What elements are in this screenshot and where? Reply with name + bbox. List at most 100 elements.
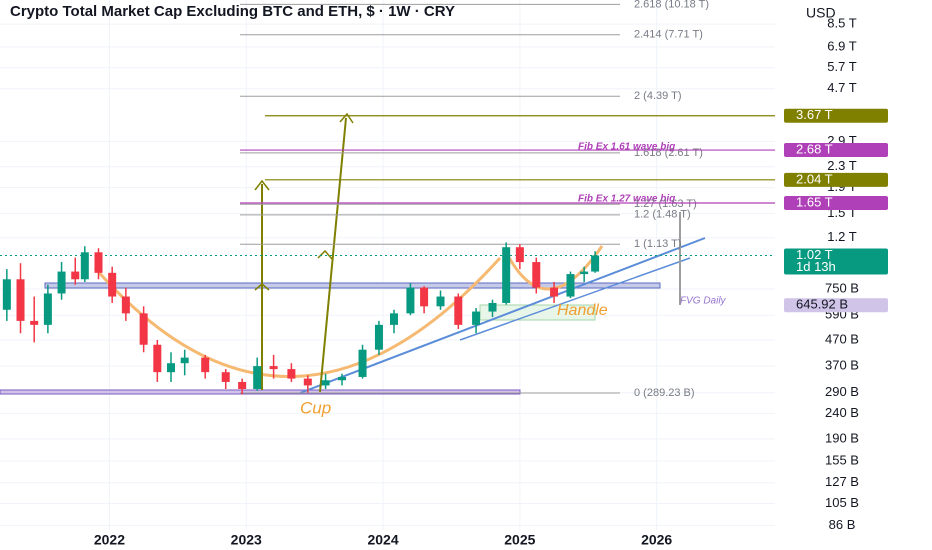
y-tick-label: 127 B (825, 474, 859, 489)
y-tick-label: 6.9 T (827, 38, 856, 53)
candle-body (2, 279, 11, 310)
fib-note: Fib Ex 1.61 wave big (578, 142, 675, 153)
candle-body (43, 293, 52, 325)
fib-label: 2.414 (7.71 T) (634, 29, 703, 41)
drawings: Cup Handle FVG Daily Fib Ex 1.61 wave bi… (0, 0, 775, 417)
fib-label: 1.618 (2.61 T) (634, 147, 703, 159)
price-marker (784, 108, 888, 123)
fvg-label: FVG Daily (680, 296, 727, 307)
base-zone (0, 389, 521, 395)
candle-body (389, 313, 398, 325)
fib-label: 2 (4.39 T) (634, 90, 682, 102)
price-marker (784, 143, 888, 158)
y-tick-label: 4.7 T (827, 80, 856, 95)
price-marker-label: 1.65 T (796, 194, 833, 209)
candle-body (121, 296, 130, 314)
candle-body (454, 296, 463, 325)
candle-body (108, 272, 117, 297)
fib-label: 0 (289.23 B) (634, 387, 695, 399)
price-marker (784, 248, 888, 275)
axis: 8.5 T6.9 T5.7 T4.7 T2.9 T2.3 T1.9 T1.5 T… (94, 16, 888, 548)
candle-body (550, 287, 559, 297)
candle-body (221, 372, 230, 382)
candle-body (436, 296, 445, 307)
candle-body (420, 287, 429, 307)
candle-body (16, 279, 25, 321)
candle-body (180, 357, 189, 364)
candle-body (80, 252, 89, 280)
candle-body (338, 376, 347, 381)
price-marker (784, 172, 888, 187)
candle-body (566, 274, 575, 297)
candle-body (201, 357, 210, 373)
x-tick-label: 2026 (641, 532, 672, 548)
candle-body (253, 366, 262, 389)
candle-body (580, 271, 589, 275)
candle-body (94, 252, 103, 273)
price-marker-label: 1.02 T (796, 247, 833, 262)
candle-body (515, 247, 524, 263)
price-marker-label: 2.68 T (796, 141, 833, 156)
candle-body (374, 324, 383, 350)
y-tick-label: 240 B (825, 405, 859, 420)
support-zone (44, 282, 661, 289)
price-marker-label: 3.67 T (796, 107, 833, 122)
fib-label: 1 (1.13 T) (634, 238, 682, 250)
candles (2, 242, 600, 395)
candle-body (488, 302, 497, 312)
candle-body (406, 287, 415, 314)
cup-label: Cup (300, 398, 331, 417)
candle-body (153, 344, 162, 373)
y-tick-label: 290 B (825, 384, 859, 399)
candle-body (591, 255, 600, 272)
candle-body (502, 247, 511, 303)
y-tick-label: 8.5 T (827, 16, 856, 31)
fib-note: Fib Ex 1.27 wave big (578, 194, 675, 205)
price-marker (784, 195, 888, 210)
y-tick-label: 2.3 T (827, 158, 856, 173)
y-tick-label: 1.2 T (827, 229, 856, 244)
candle-body (321, 380, 330, 386)
x-tick-label: 2025 (504, 532, 535, 548)
x-tick-label: 2023 (231, 532, 262, 548)
candle-body (238, 381, 247, 389)
y-tick-label: 470 B (825, 331, 859, 346)
y-tick-label: 370 B (825, 358, 859, 373)
candle-body (71, 271, 80, 280)
arrowhead (254, 179, 270, 191)
fib-label: 1.2 (1.48 T) (634, 209, 691, 221)
handle-curve (503, 245, 604, 291)
handle-label: Handle (557, 302, 608, 319)
chart-title: Crypto Total Market Cap Excluding BTC an… (10, 3, 455, 20)
candle-body (472, 311, 481, 325)
y-tick-label: 5.7 T (827, 59, 856, 74)
arrowhead (254, 283, 270, 291)
y-tick-label: 155 B (825, 452, 859, 467)
price-marker-label: 645.92 B (796, 297, 848, 312)
fib-label: 1.27 (1.63 T) (634, 198, 697, 210)
price-marker-label: 2.04 T (796, 171, 833, 186)
y-tick-label: 750 B (825, 280, 859, 295)
candle-body (303, 378, 312, 386)
x-tick-label: 2024 (367, 532, 398, 548)
candle-body (30, 320, 39, 325)
price-marker (784, 298, 888, 313)
candle-body (287, 369, 296, 379)
candle-body (358, 349, 367, 377)
x-tick-label: 2022 (94, 532, 125, 548)
y-tick-label: 86 B (829, 517, 856, 532)
arrowhead (339, 112, 354, 124)
candle-body (57, 271, 66, 294)
candle-body (167, 363, 176, 373)
y-tick-label: 105 B (825, 495, 859, 510)
candle-body (269, 366, 278, 370)
trend-line (459, 257, 691, 341)
arrow (319, 117, 347, 393)
countdown: 1d 13h (796, 259, 836, 274)
trend-line (299, 237, 706, 394)
currency: USD (806, 5, 836, 21)
y-tick-label: 190 B (825, 430, 859, 445)
candle-body (532, 262, 541, 288)
